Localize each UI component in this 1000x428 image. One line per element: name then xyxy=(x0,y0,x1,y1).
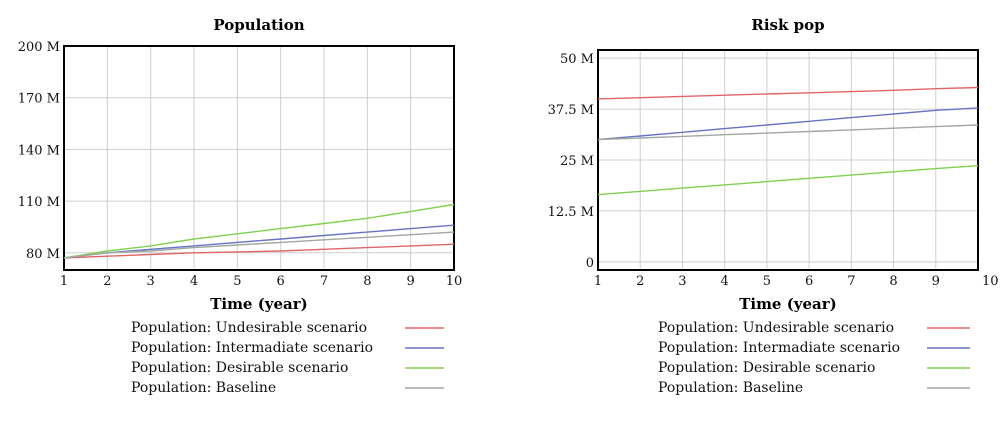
x-tick-label: 9 xyxy=(407,274,415,289)
legend-label: Population: Undesirable scenario xyxy=(131,320,367,336)
x-tick-label: 3 xyxy=(678,274,686,289)
plot-frame xyxy=(63,45,455,271)
series-line xyxy=(63,243,455,259)
series-line xyxy=(597,165,979,196)
y-tick-label: 37.5 M xyxy=(548,103,594,118)
legend-label: Population: Undesirable scenario xyxy=(658,320,894,336)
x-tick-label: 8 xyxy=(363,274,371,289)
x-tick-label: 8 xyxy=(889,274,897,289)
legend-label: Population: Baseline xyxy=(658,380,803,396)
y-tick-label: 170 M xyxy=(18,92,60,107)
x-tick-label: 5 xyxy=(233,274,241,289)
x-tick-label: 9 xyxy=(932,274,940,289)
x-tick-label: 6 xyxy=(805,274,813,289)
y-tick-label: 25 M xyxy=(560,154,594,169)
x-tick-label: 10 xyxy=(446,274,463,289)
x-tick-label: 2 xyxy=(636,274,644,289)
chart-title: Population xyxy=(213,16,304,34)
series-line xyxy=(63,203,455,259)
x-tick-label: 1 xyxy=(60,274,68,289)
x-axis-label: Time (year) xyxy=(210,295,308,313)
x-tick-label: 10 xyxy=(982,274,999,289)
series-line xyxy=(597,124,979,141)
legend-label: Population: Intermadiate scenario xyxy=(131,340,373,356)
y-tick-label: 12.5 M xyxy=(548,205,594,220)
y-tick-label: 200 M xyxy=(18,40,60,55)
chart-title: Risk pop xyxy=(751,16,824,34)
y-tick-label: 0 xyxy=(586,256,594,271)
x-tick-label: 7 xyxy=(847,274,855,289)
x-tick-label: 5 xyxy=(763,274,771,289)
x-axis-label: Time (year) xyxy=(739,295,837,313)
y-tick-label: 140 M xyxy=(18,143,60,158)
series-line xyxy=(63,224,455,259)
series-line xyxy=(63,231,455,259)
series-line xyxy=(597,86,979,100)
x-tick-label: 1 xyxy=(594,274,602,289)
legend-label: Population: Desirable scenario xyxy=(658,360,875,376)
series-line xyxy=(597,107,979,141)
x-tick-label: 4 xyxy=(721,274,729,289)
population-chart: Population 80 M 110 M 140 M 170 M 200 M 1 2 3 4 5 6… xyxy=(18,16,463,396)
plot-frame xyxy=(597,49,979,271)
x-tick-label: 4 xyxy=(190,274,198,289)
y-tick-label: 110 M xyxy=(18,195,60,210)
x-tick-label: 6 xyxy=(277,274,285,289)
y-tick-label: 80 M xyxy=(26,247,60,262)
x-tick-label: 2 xyxy=(103,274,111,289)
legend-label: Population: Desirable scenario xyxy=(131,360,348,376)
risk-pop-chart: Risk pop 0 12.5 M 25 M 37.5 M 50 M 1 2 3 4 5 6 7 8 9 10… xyxy=(548,16,999,396)
y-tick-label: 50 M xyxy=(560,52,594,67)
x-tick-label: 3 xyxy=(147,274,155,289)
legend-label: Population: Intermadiate scenario xyxy=(658,340,900,356)
x-tick-label: 7 xyxy=(320,274,328,289)
legend-label: Population: Baseline xyxy=(131,380,276,396)
